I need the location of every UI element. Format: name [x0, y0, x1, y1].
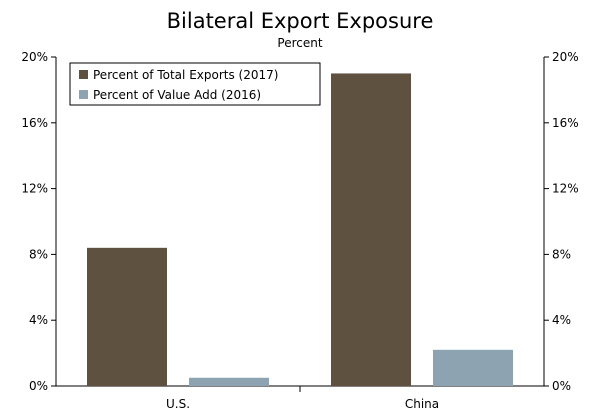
bars	[87, 73, 513, 386]
y-tick-label-left: 16%	[21, 116, 48, 130]
legend-box	[69, 62, 321, 106]
legend-swatch-value-add	[79, 90, 88, 99]
legend: Percent of Total Exports (2017) Percent …	[69, 62, 321, 106]
y-tick-label-right: 8%	[552, 247, 571, 261]
chart-title: Bilateral Export Exposure	[167, 9, 434, 33]
bar-us-series-2	[189, 377, 269, 386]
x-tick-label: China	[405, 397, 439, 411]
tick-labels: 0% 0% 4% 4% 8% 8% 12% 12% 16% 16% 20% 20% U.S. China	[21, 50, 578, 411]
bar-china-series-2	[433, 349, 513, 386]
x-tick-label: U.S.	[166, 397, 190, 411]
bar-china-series-1	[331, 73, 411, 386]
y-tick-label-right: 4%	[552, 313, 571, 327]
legend-label-total-exports: Percent of Total Exports (2017)	[93, 68, 278, 82]
y-tick-label-right: 20%	[552, 50, 579, 64]
y-tick-label-left: 4%	[29, 313, 48, 327]
y-tick-label-right: 12%	[552, 182, 579, 196]
y-tick-label-left: 20%	[21, 50, 48, 64]
y-tick-label-left: 0%	[29, 379, 48, 393]
bar-us-series-1	[87, 247, 167, 386]
y-tick-label-left: 12%	[21, 182, 48, 196]
y-tick-label-left: 8%	[29, 247, 48, 261]
legend-swatch-total-exports	[79, 70, 88, 79]
legend-label-value-add: Percent of Value Add (2016)	[93, 88, 261, 102]
y-tick-label-right: 16%	[552, 116, 579, 130]
y-tick-label-right: 0%	[552, 379, 571, 393]
chart-subtitle: Percent	[277, 36, 322, 50]
